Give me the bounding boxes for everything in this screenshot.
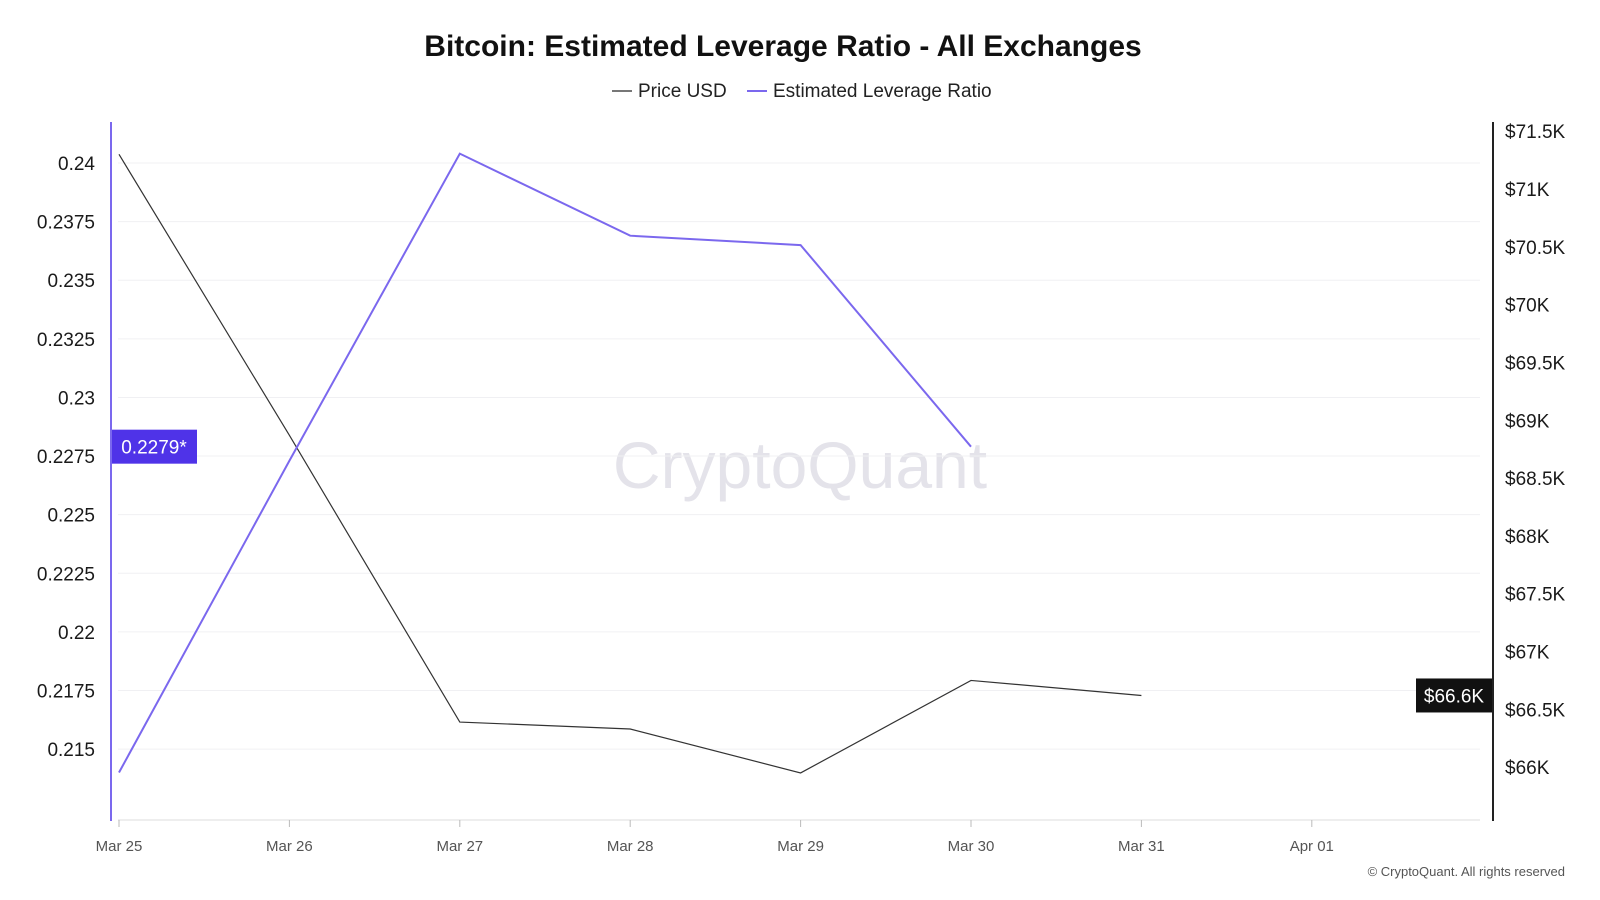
x-tick-label: Mar 27	[436, 838, 483, 855]
right-current-value-label: $66.6K	[1424, 686, 1485, 707]
watermark: CryptoQuant	[613, 428, 987, 502]
right-tick-label: $71K	[1505, 180, 1550, 201]
right-current-value-badge	[1416, 678, 1492, 713]
right-tick-label: $70K	[1505, 296, 1550, 317]
right-tick-label: $68K	[1505, 527, 1550, 548]
left-current-value-badge	[112, 429, 197, 464]
left-tick-label: 0.2375	[37, 213, 95, 234]
x-tick-label: Mar 28	[607, 838, 654, 855]
x-tick-label: Mar 26	[266, 838, 313, 855]
left-tick-label: 0.2325	[37, 330, 95, 351]
right-tick-label: $66.5K	[1505, 700, 1566, 721]
x-tick-label: Apr 01	[1290, 838, 1334, 855]
legend: Price USD Estimated Leverage Ratio	[612, 81, 992, 102]
right-tick-label: $66K	[1505, 758, 1550, 779]
x-tick-label: Mar 29	[777, 838, 824, 855]
right-tick-label: $68.5K	[1505, 469, 1566, 490]
left-tick-label: 0.23	[58, 388, 95, 409]
left-tick-label: 0.2275	[37, 447, 95, 468]
right-tick-label: $67K	[1505, 643, 1550, 664]
right-tick-label: $67.5K	[1505, 585, 1566, 606]
legend-label-price[interactable]: Price USD	[638, 81, 727, 102]
left-tick-label: 0.22	[58, 623, 95, 644]
right-tick-label: $70.5K	[1505, 238, 1566, 259]
left-tick-label: 0.225	[47, 506, 95, 527]
series-line-leverage	[118, 152, 972, 774]
legend-label-leverage[interactable]: Estimated Leverage Ratio	[773, 81, 992, 102]
left-tick-label: 0.215	[47, 740, 95, 761]
x-tick-label: Mar 31	[1118, 838, 1165, 855]
x-tick-label: Mar 25	[96, 838, 143, 855]
left-tick-label: 0.235	[47, 271, 95, 292]
x-tick-label: Mar 30	[948, 838, 995, 855]
right-tick-label: $69.5K	[1505, 353, 1566, 374]
left-tick-label: 0.24	[58, 154, 95, 175]
left-current-value-label: 0.2279*	[121, 438, 187, 459]
chart-title: Bitcoin: Estimated Leverage Ratio - All …	[424, 30, 1141, 63]
right-tick-label: $71.5K	[1505, 122, 1566, 143]
left-tick-label: 0.2175	[37, 681, 95, 702]
left-tick-label: 0.2225	[37, 564, 95, 585]
copyright-footer: © CryptoQuant. All rights reserved	[1368, 864, 1565, 879]
right-tick-label: $69K	[1505, 411, 1550, 432]
